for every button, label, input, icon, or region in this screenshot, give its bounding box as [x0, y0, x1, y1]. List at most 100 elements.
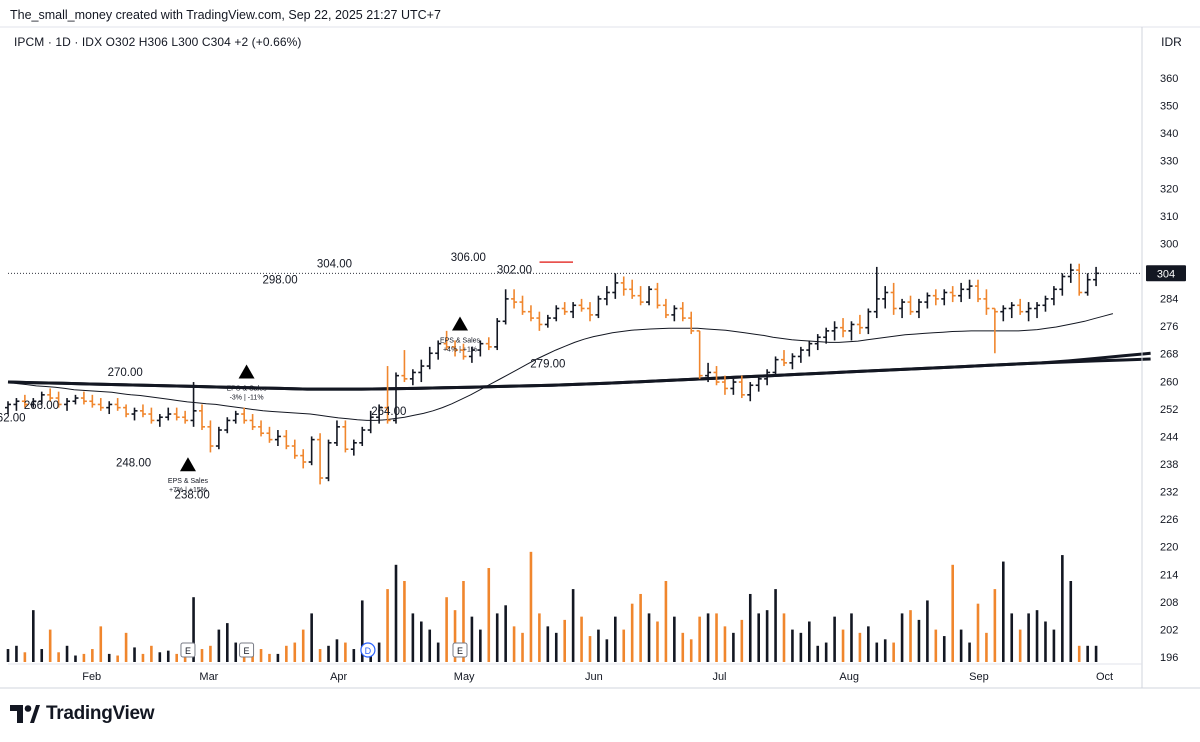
ohlc-bar: [89, 394, 96, 408]
ohlc-bar: [207, 420, 214, 453]
ohlc-bar: [797, 346, 804, 363]
currency-label[interactable]: IDR: [1161, 35, 1182, 49]
tradingview-brand: TradingView: [46, 703, 155, 724]
x-tick-label: Jul: [712, 671, 726, 683]
volume-bar: [748, 593, 752, 662]
volume-bar: [867, 626, 870, 662]
volume-bar: [377, 642, 381, 662]
ohlc-bar: [426, 346, 433, 370]
y-tick-label: 196: [1160, 652, 1178, 664]
attribution-text: The_small_money created with TradingView…: [10, 8, 441, 22]
volume-bar: [1002, 561, 1005, 662]
x-tick-label: Aug: [839, 671, 859, 683]
ohlc-bar: [932, 289, 939, 306]
volume-bar: [40, 649, 44, 662]
y-tick-label: 340: [1160, 128, 1178, 140]
earnings-badge-icon: E: [185, 646, 191, 656]
volume-bar: [436, 642, 440, 662]
volume-bar: [698, 616, 701, 662]
ohlc-bar: [308, 436, 315, 466]
volume-bar: [504, 605, 507, 662]
x-tick-label: Sep: [969, 671, 989, 683]
volume-bar: [630, 603, 634, 662]
dividend-marker-badge[interactable]: D: [360, 642, 376, 658]
ohlc-bar: [924, 292, 931, 309]
volume-bar: [841, 629, 845, 662]
volume-bar: [32, 610, 35, 662]
volume-bar: [1061, 555, 1064, 662]
volume-bar: [597, 629, 600, 662]
volume-bar: [639, 593, 642, 662]
volume-bar: [141, 653, 145, 662]
dividend-badge-circle: [360, 642, 376, 658]
ohlc-bar: [705, 362, 712, 383]
ohlc-bar: [789, 353, 796, 370]
earnings-title: EPS & Sales: [440, 337, 481, 344]
price-annotation: 266.00: [24, 400, 59, 412]
ohlc-bar: [882, 286, 889, 309]
x-tick-label: Mar: [199, 671, 218, 683]
volume-bar: [917, 619, 921, 662]
volume-bar: [487, 568, 491, 662]
volume-bar: [765, 610, 769, 662]
volume-bar: [1086, 645, 1089, 662]
earnings-event[interactable]: EPS & Sales +4% | +1%: [440, 316, 481, 353]
ohlc-bar: [190, 382, 197, 427]
volume-bar: [293, 642, 297, 662]
x-tick-label: Jun: [585, 671, 603, 683]
ohlc-bar: [814, 334, 821, 351]
ohlc-bar: [974, 279, 981, 303]
y-tick-label: 350: [1160, 101, 1178, 113]
ohlc-bar: [865, 308, 872, 335]
ohlc-bar: [300, 449, 307, 469]
volume-bar: [875, 642, 879, 662]
volume-bar: [91, 649, 94, 662]
volume-bar: [310, 613, 313, 662]
ohlc-bar: [915, 298, 922, 319]
volume-bar: [833, 616, 836, 662]
x-tick-label: May: [454, 671, 475, 683]
ohlc-bar: [182, 410, 189, 424]
earnings-event[interactable]: EPS & Sales -3% | -11%: [227, 364, 268, 401]
ohlc-bar: [553, 305, 560, 322]
earnings-detail: -3% | -11%: [230, 394, 264, 401]
earnings-marker-badge[interactable]: E: [452, 642, 468, 658]
volume-bar: [681, 632, 685, 662]
volume-bar: [386, 589, 389, 662]
price-annotation: 298.00: [262, 274, 297, 286]
x-tick-label: Apr: [330, 671, 347, 683]
earnings-badge-box: [239, 642, 255, 658]
ohlc-bar: [21, 394, 28, 408]
ohlc-bar: [780, 350, 787, 367]
y-tick-label: 268: [1160, 349, 1178, 361]
earnings-marker-badge[interactable]: E: [239, 642, 255, 658]
ohlc-bar: [612, 273, 619, 299]
volume-bar: [192, 597, 195, 662]
earnings-event[interactable]: EPS & Sales +7% | +15%: [168, 457, 209, 494]
ohlc-bar: [527, 305, 534, 322]
ohlc-bar: [1076, 263, 1083, 296]
volume-bar: [116, 655, 119, 662]
ohlc-bar: [392, 372, 399, 424]
earnings-marker-badge[interactable]: E: [180, 642, 196, 658]
tradingview-logo[interactable]: TradingView: [10, 703, 155, 725]
volume-bar: [951, 564, 954, 662]
price-annotation: 238.00: [175, 489, 210, 501]
ohlc-bar: [333, 420, 340, 447]
y-tick-label: 260: [1160, 376, 1178, 388]
ohlc-bar: [173, 407, 180, 421]
ohlc-bar: [198, 404, 205, 431]
price-annotation: 279.00: [530, 358, 565, 370]
ohlc-bar: [840, 318, 847, 338]
ohlc-bar: [823, 327, 830, 344]
ohlc-bar: [97, 398, 104, 411]
ohlc-bar: [443, 330, 450, 351]
ohlc-bar: [342, 420, 349, 453]
volume-bar: [723, 626, 727, 662]
price-annotation: 264.00: [371, 406, 406, 418]
volume-bar: [571, 589, 575, 662]
ohlc-bar: [274, 430, 281, 447]
last-price-badge: 304: [1146, 265, 1186, 282]
symbol-ohlc-legend[interactable]: IPCM · 1D · IDX O302 H306 L300 C304 +2 (…: [14, 35, 302, 49]
